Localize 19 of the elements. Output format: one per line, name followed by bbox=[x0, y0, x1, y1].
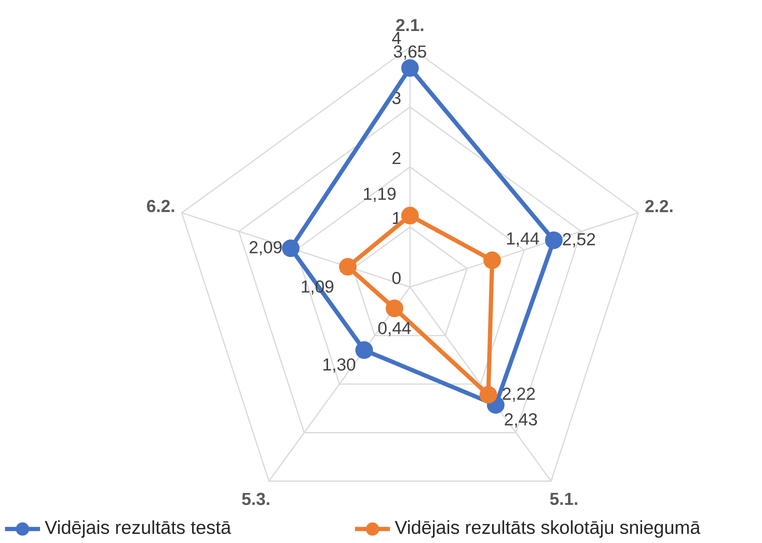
y-tick-label: 4 bbox=[392, 32, 401, 44]
y-tick-label: 2 bbox=[392, 152, 400, 164]
data-label: 2,22 bbox=[502, 388, 535, 402]
data-label: 1,44 bbox=[507, 232, 540, 247]
spoke-label: 5.3. bbox=[242, 492, 270, 506]
data-label: 2,43 bbox=[504, 413, 537, 428]
legend-label: Vidējais rezultāts skolotāju sniegumā bbox=[394, 520, 700, 538]
y-tick-label: 0 bbox=[392, 272, 401, 284]
data-label: 2,52 bbox=[562, 233, 595, 248]
data-label: 1,30 bbox=[323, 358, 356, 373]
spoke-label: 6.2. bbox=[147, 200, 174, 212]
spoke-label: 2.2. bbox=[645, 200, 672, 212]
data-label: 2,09 bbox=[250, 241, 282, 256]
legend-label: Vidējais rezultāts testā bbox=[44, 520, 232, 538]
data-label: 3,65 bbox=[394, 45, 426, 60]
spoke-label: 5.1. bbox=[550, 492, 578, 506]
data-label: 0,44 bbox=[378, 322, 411, 336]
data-label: 1,19 bbox=[364, 188, 396, 202]
spoke-label: 2.1. bbox=[396, 18, 424, 32]
